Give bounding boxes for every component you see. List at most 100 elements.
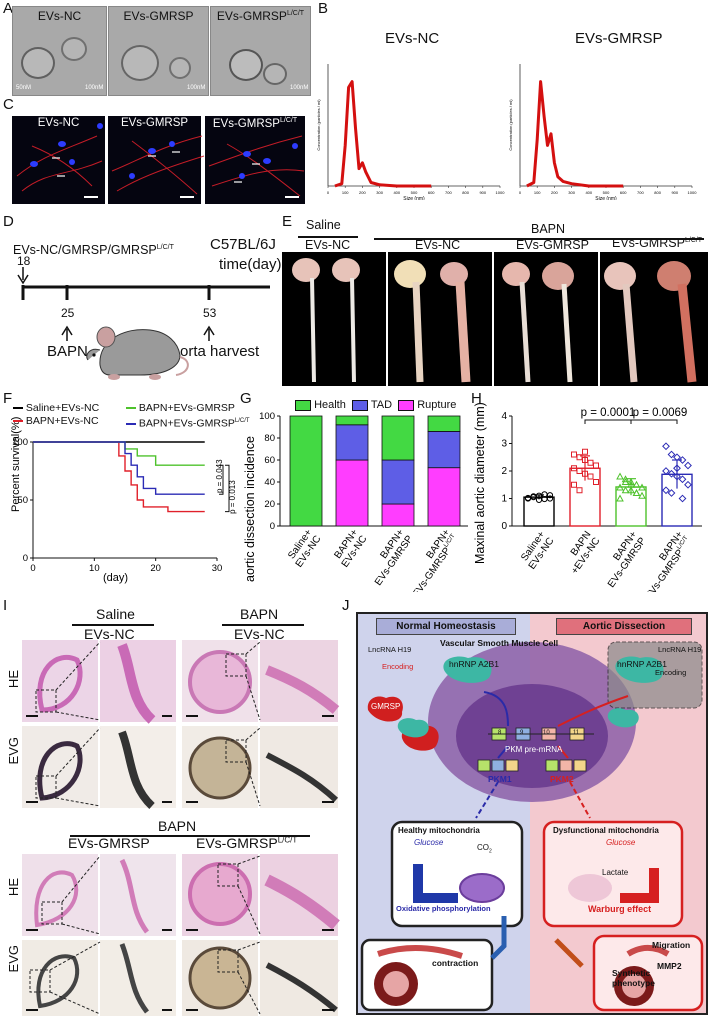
day-53: 53 xyxy=(203,306,217,320)
pkm2-label: PKM2 xyxy=(550,774,574,784)
incidence-y-tick-label: 80 xyxy=(264,433,275,444)
row-evg-1-label: EVG xyxy=(6,737,21,765)
diameter-point xyxy=(571,481,577,488)
nta-x-tick-label: 500 xyxy=(411,190,418,195)
fluor-cells-overlay xyxy=(16,123,305,197)
survival-curve-3 xyxy=(33,441,205,495)
vsmc-label: Vascular Smooth Muscle Cell xyxy=(440,638,559,648)
incidence-y-tick-label: 100 xyxy=(259,412,275,422)
incidence-chart: 0 20 40 60 80 100 Saline+EVs-NC BAPN+EVs-NC BAPN… xyxy=(243,412,468,592)
diameter-point xyxy=(678,475,687,484)
hnrnp-left: hnRNP A2B1 xyxy=(449,659,499,669)
diameter-category-label: BAPN+EVs-GMRSPL/C/T xyxy=(635,529,695,592)
strain-label: C57BL/6J xyxy=(210,236,276,253)
panel-label-e: E xyxy=(282,213,293,230)
diameter-point xyxy=(621,475,630,483)
diameter-category-label: Saline+EVs-NC xyxy=(518,529,557,571)
mouse-icon xyxy=(86,326,189,380)
nta-ylabel: Concentration (particles / ml) xyxy=(316,99,321,151)
nta-x-tick-label: 100 xyxy=(342,190,349,195)
diameter-point xyxy=(576,487,583,494)
panel-label-a: A xyxy=(3,0,14,17)
diameter-point xyxy=(684,480,692,489)
fluor-label-evs-nc: EVs-NC xyxy=(37,117,80,129)
incidence-y-tick-label: 60 xyxy=(264,455,275,466)
exon-9-a: 9 xyxy=(520,730,524,736)
incidence-y-tick-label: 20 xyxy=(264,499,275,510)
legend-saline-evs-nc: Saline+EVs-NC xyxy=(25,402,100,414)
survival-y-tick-label: 0 xyxy=(23,553,28,564)
diameter-category-label: BAPN+EVs-GMRSP xyxy=(597,529,649,590)
diameter-ylabel: Maxinal aortic diameter (mm) xyxy=(473,402,487,564)
mechanism-diagram xyxy=(360,641,704,1012)
incidence-y-tick-label: 0 xyxy=(270,521,275,532)
nta-x-tick-label: 600 xyxy=(428,190,435,195)
incidence-ylabel: aortic dissection incidence xyxy=(243,436,257,582)
incidence-category-label: BAPN+EVs-GMRSP xyxy=(364,527,416,588)
histology-images xyxy=(22,640,340,1016)
healthy-mito-label: Healthy mitochondria xyxy=(398,826,480,835)
diameter-y-tick-label: 3 xyxy=(501,439,507,450)
histo-evs-gmrsp: EVs-GMRSP xyxy=(68,835,150,851)
diameter-bracket-1 xyxy=(584,419,632,424)
histo-bapn-2: BAPN xyxy=(158,818,197,834)
nta-x-tick-label: 200 xyxy=(359,190,366,195)
diameter-pvalue-2: p = 0.0069 xyxy=(633,407,688,419)
diameter-point xyxy=(616,472,624,480)
incidence-bar-health xyxy=(427,415,461,432)
oxphos-label: Oxidative phosphorylation xyxy=(396,904,491,913)
diameter-point xyxy=(667,489,676,497)
nta-title-evs-nc: EVs-NC xyxy=(385,30,440,47)
panel-label-g: G xyxy=(240,390,252,407)
lncrna-left: LncRNA H19 xyxy=(368,645,412,654)
fluor-label-evs-gmrsp-lct: EVs-GMRSPL/C/T xyxy=(212,117,298,130)
survival-x-tick-label: 30 xyxy=(212,563,223,574)
diameter-point xyxy=(621,486,630,494)
pkm1-label: PKM1 xyxy=(488,774,512,784)
diameter-point xyxy=(541,491,548,498)
diameter-pvalue-1: p = 0.0001 xyxy=(581,407,636,419)
mmp2-label: MMP2 xyxy=(657,961,682,971)
survival-y-tick-label: 100 xyxy=(12,437,28,448)
diameter-point xyxy=(587,473,594,480)
diameter-point xyxy=(571,451,577,458)
nta-x-tick-label: 1000 xyxy=(496,190,506,195)
survival-bracket-2 xyxy=(225,464,230,513)
diameter-point xyxy=(667,469,676,478)
panel-label-f: F xyxy=(3,390,13,407)
mechanism-frame xyxy=(356,612,708,1015)
nta-x-tick-label: 100 xyxy=(534,190,541,195)
nta-x-tick-label: 400 xyxy=(585,190,592,195)
incidence-y-tick-label: 40 xyxy=(264,477,275,488)
lncrna-right: LncRNA H19 xyxy=(658,645,702,654)
nta-x-tick-label: 900 xyxy=(671,190,678,195)
glucose-left: Glucose xyxy=(414,838,444,847)
survival-chart: 0 50 100 0 10 20 30 p = 0.043 p = 0.013 Percent … xyxy=(10,417,237,584)
dysfunctional-mito-label: Dysfunctional mitochondria xyxy=(553,826,659,835)
panel-label-h: H xyxy=(471,390,482,407)
diameter-point xyxy=(524,494,532,502)
scale-100nm: 100nM xyxy=(85,85,104,91)
nta-x-tick-label: 0 xyxy=(519,190,522,195)
migration-label: Migration xyxy=(652,940,691,950)
exon-11-a: 11 xyxy=(573,730,580,736)
diameter-point xyxy=(678,456,687,464)
diameter-point xyxy=(678,494,687,503)
nta-size-curve xyxy=(526,80,624,188)
survival-pvalue-2: p = 0.013 xyxy=(228,480,237,514)
hnrnp-right: hnRNP A2B1 xyxy=(617,659,667,669)
incidence-bar-tad xyxy=(335,424,369,461)
incidence-bar-rupture xyxy=(335,459,369,527)
survival-curve-1 xyxy=(33,441,205,513)
co2-label: CO2 xyxy=(477,843,492,855)
fluor-image-evs-gmrsp: EVs-GMRSP xyxy=(108,116,201,204)
nta-x-tick-label: 600 xyxy=(620,190,627,195)
nta-x-tick-label: 200 xyxy=(551,190,558,195)
aorta-label-saline-evs-nc: EVs-NC xyxy=(305,238,351,252)
nta-x-tick-label: 800 xyxy=(654,190,661,195)
survival-legend-2: BAPN+EVs-GMRSP BAPN+EVs-GMRSPL/C/T xyxy=(126,402,250,431)
diameter-point xyxy=(535,496,543,503)
survival-x-tick-label: 10 xyxy=(89,563,100,574)
incidence-category-label: Saline+EVs-NC xyxy=(285,527,324,569)
